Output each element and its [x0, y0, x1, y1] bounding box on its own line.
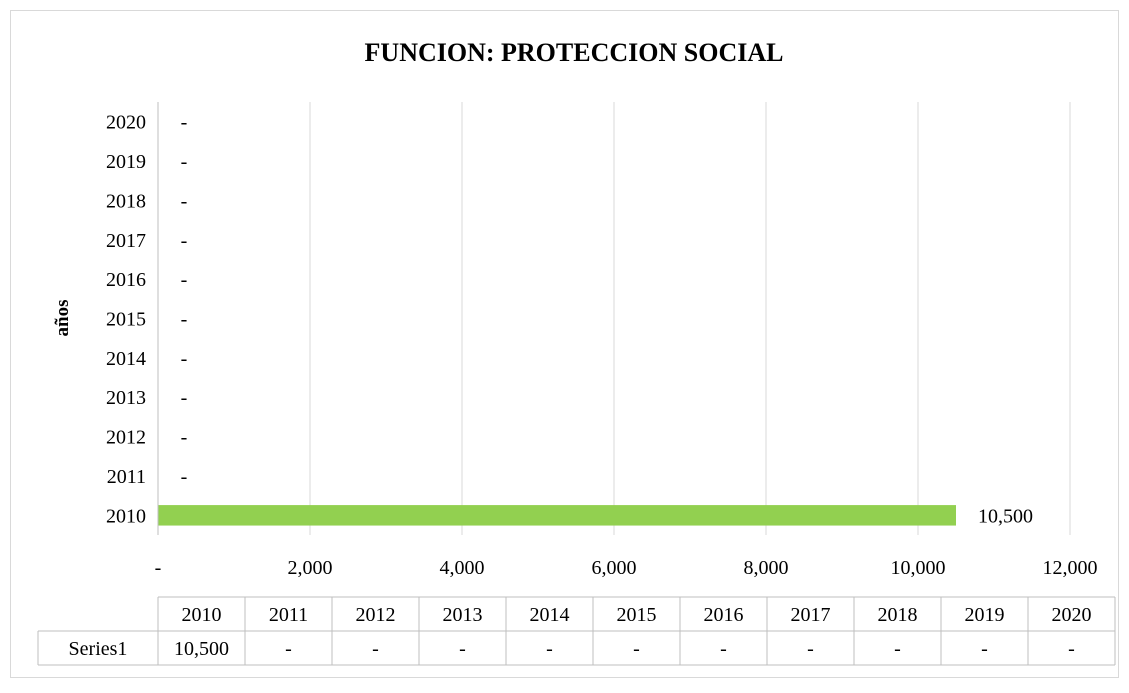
data-label: - [181, 230, 188, 252]
table-header-cell: 2014 [530, 604, 570, 626]
table-header-cell: 2013 [443, 604, 483, 626]
table-header-cell: 2010 [182, 604, 222, 626]
x-tick-label: - [155, 557, 162, 579]
y-tick-label: 2014 [106, 348, 146, 370]
x-tick-label: 2,000 [288, 557, 333, 579]
data-label: - [181, 427, 188, 449]
y-tick-label: 2011 [107, 466, 146, 488]
x-tick-label: 4,000 [440, 557, 485, 579]
table-value-cell: - [546, 638, 553, 660]
table-header-cell: 2015 [617, 604, 657, 626]
table-value-cell: - [459, 638, 466, 660]
chart-frame [11, 11, 1119, 678]
table-value-cell: - [285, 638, 292, 660]
y-axis-title: años [52, 300, 73, 337]
data-label: - [181, 112, 188, 134]
y-tick-label: 2012 [106, 427, 146, 449]
x-tick-label: 12,000 [1043, 557, 1098, 579]
data-label: - [181, 190, 188, 212]
table-value-cell: - [1068, 638, 1075, 660]
x-tick-label: 6,000 [592, 557, 637, 579]
table-header-cell: 2017 [791, 604, 831, 626]
data-label: - [181, 269, 188, 291]
y-tick-label: 2019 [106, 151, 146, 173]
table-value-cell: - [807, 638, 814, 660]
x-tick-label: 8,000 [744, 557, 789, 579]
table-header-cell: 2016 [704, 604, 744, 626]
table-value-cell: - [633, 638, 640, 660]
table-value-cell: - [720, 638, 727, 660]
y-tick-label: 2010 [106, 505, 146, 527]
y-tick-label: 2016 [106, 269, 146, 291]
y-tick-label: 2013 [106, 387, 146, 409]
x-tick-label: 10,000 [891, 557, 946, 579]
table-header-cell: 2018 [878, 604, 918, 626]
y-tick-label: 2017 [106, 230, 146, 252]
data-label: - [181, 348, 188, 370]
data-label: - [181, 387, 188, 409]
table-value-cell: - [372, 638, 379, 660]
table-value-cell: - [981, 638, 988, 660]
table-value-cell: 10,500 [174, 638, 229, 660]
data-label: - [181, 309, 188, 331]
table-header-cell: 2012 [356, 604, 396, 626]
data-label: - [181, 151, 188, 173]
table-series-label: Series1 [69, 638, 128, 660]
bar [158, 505, 956, 525]
table-header-cell: 2011 [269, 604, 308, 626]
y-tick-label: 2018 [106, 190, 146, 212]
y-tick-label: 2015 [106, 309, 146, 331]
chart-title: FUNCION: PROTECCION SOCIAL [365, 38, 784, 67]
data-label: - [181, 466, 188, 488]
table-header-cell: 2019 [965, 604, 1005, 626]
y-tick-label: 2020 [106, 112, 146, 134]
table-header-cell: 2020 [1052, 604, 1092, 626]
data-label: 10,500 [978, 505, 1033, 527]
table-value-cell: - [894, 638, 901, 660]
